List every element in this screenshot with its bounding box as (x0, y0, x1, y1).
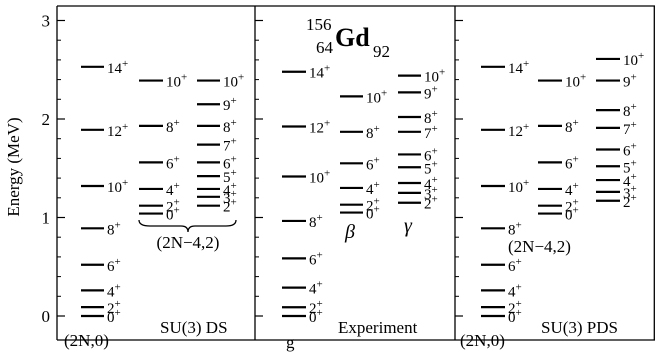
spin-label: 14+ (309, 63, 330, 82)
spin-label: 7+ (424, 123, 438, 142)
spin-label: 3+ (623, 183, 637, 202)
spin-label: 6+ (424, 145, 438, 164)
spin-label: 8+ (223, 117, 237, 136)
spin-label: 8+ (565, 117, 579, 136)
y-axis-label: Energy (MeV) (4, 117, 23, 216)
spin-label: 14+ (107, 58, 128, 77)
spin-label: 5+ (623, 157, 637, 176)
y-tick-label: 1 (42, 209, 51, 228)
band-label: γ (404, 215, 413, 237)
spin-label: 4+ (107, 281, 121, 300)
spin-label: 5+ (223, 167, 237, 186)
neutron-number: 92 (373, 42, 390, 61)
spin-label: 10+ (223, 72, 244, 91)
spin-label: 6+ (309, 249, 323, 268)
spin-label: 8+ (508, 219, 522, 238)
spin-label: 6+ (107, 256, 121, 275)
spin-label: 2+ (166, 197, 180, 216)
spin-label: 0+ (107, 307, 121, 326)
band-label: (2N−4,2) (508, 237, 571, 256)
spin-label: 10+ (424, 67, 445, 86)
spin-label: 2+ (223, 197, 237, 216)
spin-label: 2+ (107, 298, 121, 317)
spin-label: 2+ (565, 197, 579, 216)
spin-label: 4+ (508, 281, 522, 300)
spin-label: 10+ (366, 87, 387, 106)
levels: 0+2+4+6+8+10+12+14+0+2+4+6+8+10+2+3+4+5+… (81, 50, 644, 326)
spin-label: 6+ (565, 153, 579, 172)
spin-label: 12+ (508, 121, 529, 140)
axes: 0 1 2 3 (42, 5, 655, 341)
band-brace (138, 219, 237, 233)
spin-label: 4+ (565, 180, 579, 199)
spin-label: 8+ (166, 117, 180, 136)
spin-label: 9+ (424, 83, 438, 102)
spin-label: 4+ (223, 180, 237, 199)
spin-label: 12+ (107, 121, 128, 140)
y-tick-label: 2 (42, 110, 51, 129)
y-tick-label: 0 (42, 307, 51, 326)
band-label: (2N−4,2) (157, 233, 220, 252)
spin-label: 10+ (166, 72, 187, 91)
spin-label: 14+ (508, 58, 529, 77)
spin-label: 6+ (366, 154, 380, 173)
mass-number: 156 (306, 15, 332, 34)
charge-number: 64 (316, 38, 334, 57)
panel-caption: SU(3) PDS (541, 318, 618, 337)
spin-label: 7+ (223, 136, 237, 155)
spin-label: 4+ (424, 174, 438, 193)
band-label: β (344, 221, 355, 243)
nucleus-label: 156 64 Gd 92 (306, 15, 390, 61)
spin-label: 2+ (366, 196, 380, 215)
panel-caption: SU(3) DS (160, 318, 228, 337)
element-symbol: Gd (335, 23, 370, 52)
spin-label: 3+ (424, 184, 438, 203)
spin-label: 0+ (508, 307, 522, 326)
spin-label: 10+ (508, 177, 529, 196)
spin-label: 2+ (508, 298, 522, 317)
spin-label: 6+ (223, 153, 237, 172)
spin-label: 2+ (309, 298, 323, 317)
spin-label: 0+ (166, 205, 180, 224)
spin-label: 3+ (223, 188, 237, 207)
spin-label: 4+ (309, 279, 323, 298)
spin-label: 8+ (424, 108, 438, 127)
spin-label: 12+ (309, 117, 330, 136)
spin-label: 10+ (623, 50, 644, 69)
spin-label: 2+ (623, 192, 637, 211)
spin-label: 8+ (309, 212, 323, 231)
spin-label: 0+ (565, 205, 579, 224)
spin-label: 4+ (623, 171, 637, 190)
spin-label: 9+ (223, 95, 237, 114)
spin-label: 5+ (424, 158, 438, 177)
spin-label: 9+ (623, 72, 637, 91)
panel-caption: Experiment (338, 318, 418, 337)
spin-label: 6+ (166, 153, 180, 172)
spin-label: 7+ (623, 119, 637, 138)
spin-label: 10+ (565, 72, 586, 91)
y-tick-label: 3 (42, 12, 51, 31)
spin-label: 8+ (366, 123, 380, 142)
annotations: SU(3) DS Experiment SU(3) PDS (2N,0) (2N−4,2… (64, 215, 618, 352)
spin-label: 4+ (166, 180, 180, 199)
spin-label: 10+ (107, 177, 128, 196)
spin-label: 0+ (309, 307, 323, 326)
spin-label: 0+ (366, 204, 380, 223)
spin-label: 6+ (508, 256, 522, 275)
spin-label: 6+ (623, 141, 637, 160)
band-label: (2N,0) (460, 331, 505, 350)
band-label: (2N,0) (64, 331, 109, 350)
spin-label: 4+ (366, 179, 380, 198)
spin-label: 2+ (424, 194, 438, 213)
spin-label: 8+ (623, 101, 637, 120)
spin-label: 8+ (107, 219, 121, 238)
band-label: g (286, 333, 295, 352)
spin-label: 10+ (309, 168, 330, 187)
